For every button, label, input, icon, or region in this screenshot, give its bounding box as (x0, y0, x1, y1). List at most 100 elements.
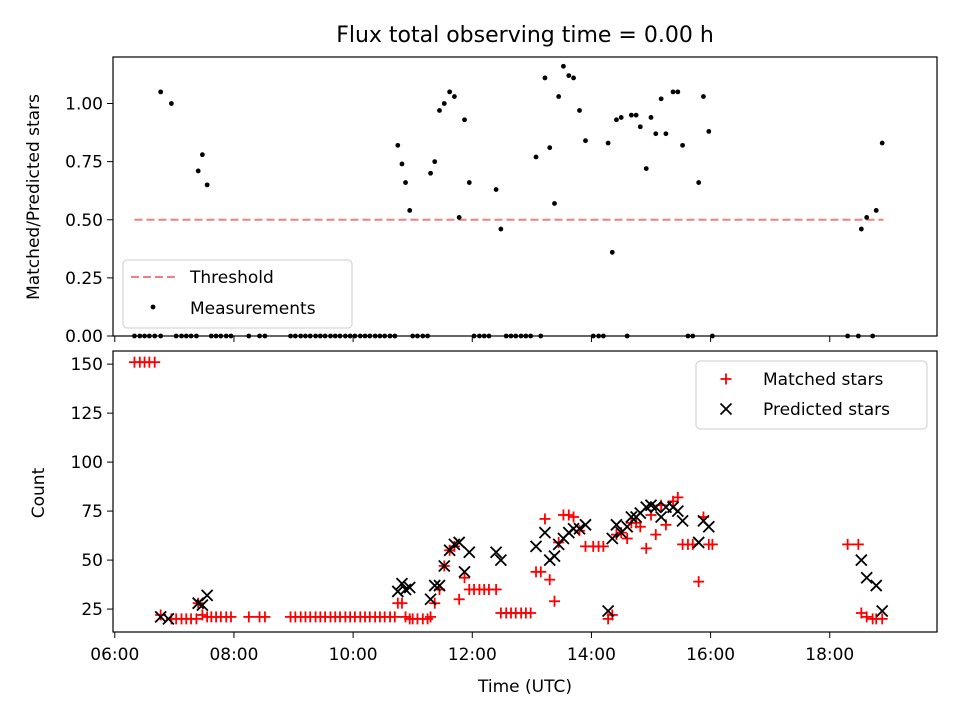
measurement-point (382, 333, 388, 339)
x-axis-label: Time (UTC) (477, 677, 572, 697)
predicted-star-marker (494, 553, 508, 567)
measurement-point (696, 180, 702, 185)
measurement-point (653, 131, 659, 137)
top-y-tick-label: 0.75 (65, 153, 103, 173)
measurement-point (706, 129, 712, 134)
measurement-point (528, 333, 534, 339)
measurement-point (845, 333, 851, 339)
measurement-point (596, 333, 601, 339)
measurement-point (873, 208, 879, 213)
predicted-star-marker (671, 504, 684, 518)
bottom-y-tick-label: 100 (71, 453, 103, 473)
matched-star-marker (672, 491, 684, 503)
predicted-star-marker (201, 589, 214, 602)
measurement-point (415, 333, 420, 339)
predicted-star-marker (649, 501, 662, 514)
measurement-point (213, 333, 219, 339)
predicted-star-marker (433, 579, 446, 592)
measurement-point (158, 333, 164, 339)
legend-measurements-label: Measurements (190, 299, 316, 319)
measurement-point (643, 166, 649, 172)
bottom-y-axis-label: Count (29, 467, 49, 518)
bottom-y-tick-label: 25 (81, 600, 103, 620)
matched-star-marker (243, 611, 255, 623)
matched-star-marker (650, 529, 662, 541)
measurement-point (362, 333, 368, 339)
measurement-point (288, 333, 293, 339)
measurement-point (347, 333, 353, 339)
measurement-point (188, 333, 194, 339)
matched-star-marker (396, 597, 408, 609)
matched-star-marker (876, 613, 888, 625)
bottom-panel: 25 50 75 100 125 150 06:00 08:00 10:00 12:00 14:0… (29, 350, 938, 697)
measurement-point (399, 161, 405, 167)
matched-star-marker (634, 521, 646, 533)
measurement-point (173, 333, 179, 339)
measurement-point (407, 208, 413, 213)
bottom-y-tick-label: 75 (81, 502, 103, 522)
top-legend-box (122, 259, 353, 329)
measurement-point (513, 333, 519, 339)
measurement-point (303, 333, 308, 339)
x-tick-label: 18:00 (805, 645, 854, 665)
measurement-point (437, 108, 442, 113)
measurement-point (648, 115, 654, 120)
x-tick-label: 06:00 (90, 645, 139, 665)
measurement-point (332, 333, 338, 339)
legend-matched-swatch (720, 373, 732, 385)
measurement-point (456, 215, 462, 220)
top-y-axis-label: Matched/Predicted stars (24, 94, 44, 300)
matched-star-marker (535, 566, 547, 578)
measurement-point (481, 333, 487, 339)
bottom-y-tick-label: 125 (71, 404, 103, 424)
measurement-point (680, 142, 685, 148)
measurement-point (614, 117, 619, 123)
predicted-star-marker (855, 553, 868, 567)
measurement-point (701, 94, 706, 99)
matched-star-marker (861, 611, 873, 623)
predicted-star-marker (403, 581, 416, 594)
measurement-point (583, 138, 588, 144)
predicted-star-marker (860, 571, 873, 584)
matched-star-marker (852, 538, 864, 550)
chart-title: Flux total observing time = 0.00 h (336, 23, 714, 48)
measurement-point (709, 333, 715, 339)
predicted-star-marker (154, 610, 167, 624)
predicted-star-marker (428, 579, 441, 592)
bottom-x-ticks: 06:00 08:00 10:00 12:00 14:00 16:00 18:00 (90, 632, 854, 665)
measurement-point (493, 187, 499, 192)
measurement-point (590, 333, 596, 339)
measurement-point (432, 159, 438, 165)
measurement-point (372, 333, 378, 339)
measurement-point (552, 201, 557, 206)
predicted-star-marker (463, 546, 476, 559)
measurement-point (257, 333, 262, 339)
measurement-point (367, 333, 373, 339)
measurement-point (328, 333, 333, 339)
x-tick-label: 08:00 (209, 645, 258, 665)
matched-star-marker (196, 609, 208, 621)
top-y-ticks: 0.00 0.25 0.50 0.75 1.00 (65, 95, 113, 347)
measurement-point (556, 94, 562, 99)
matched-star-marker (693, 576, 705, 588)
predicted-star-marker (458, 565, 471, 578)
measurement-point (204, 182, 210, 188)
measurement-point (194, 333, 199, 339)
matched-star-marker (544, 574, 556, 586)
measurement-point (395, 142, 401, 148)
measurement-point (675, 89, 681, 95)
measurement-point (561, 63, 566, 69)
top-legend: Threshold Measurements (122, 259, 353, 329)
predicted-star-marker (573, 522, 586, 535)
measurement-point (298, 333, 304, 339)
measurement-point (609, 249, 615, 255)
measurement-point (246, 333, 252, 339)
predicted-star-marker (567, 522, 580, 535)
measurement-point (566, 73, 572, 78)
predicted-star-marker (395, 577, 409, 590)
measurement-point (387, 333, 393, 339)
measurement-point (685, 333, 691, 339)
measurement-point (670, 89, 676, 95)
predicted-star-marker (538, 526, 552, 539)
measurement-point (428, 170, 433, 176)
